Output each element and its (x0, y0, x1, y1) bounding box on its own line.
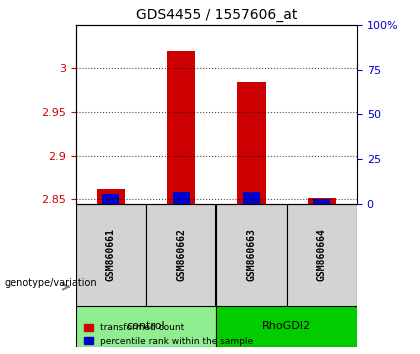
Bar (102, 194, 119, 204)
Text: GSM860662: GSM860662 (176, 228, 186, 281)
Bar (237, 81, 265, 204)
Bar (308, 198, 336, 204)
Text: genotype/variation: genotype/variation (4, 278, 97, 288)
FancyBboxPatch shape (76, 306, 216, 347)
Bar (243, 192, 260, 204)
Text: control: control (127, 321, 165, 331)
Text: GSM860661: GSM860661 (106, 228, 116, 281)
Title: GDS4455 / 1557606_at: GDS4455 / 1557606_at (136, 8, 297, 22)
Text: RhoGDI2: RhoGDI2 (262, 321, 311, 331)
Bar (313, 199, 330, 204)
FancyBboxPatch shape (216, 204, 286, 306)
FancyBboxPatch shape (146, 204, 216, 306)
FancyBboxPatch shape (286, 204, 357, 306)
Text: GSM860664: GSM860664 (317, 228, 327, 281)
FancyBboxPatch shape (76, 204, 146, 306)
Text: GSM860663: GSM860663 (247, 228, 257, 281)
Bar (167, 51, 195, 204)
Legend: transformed count, percentile rank within the sample: transformed count, percentile rank withi… (80, 320, 257, 349)
Bar (173, 192, 189, 204)
FancyBboxPatch shape (216, 306, 357, 347)
Bar (97, 189, 125, 204)
